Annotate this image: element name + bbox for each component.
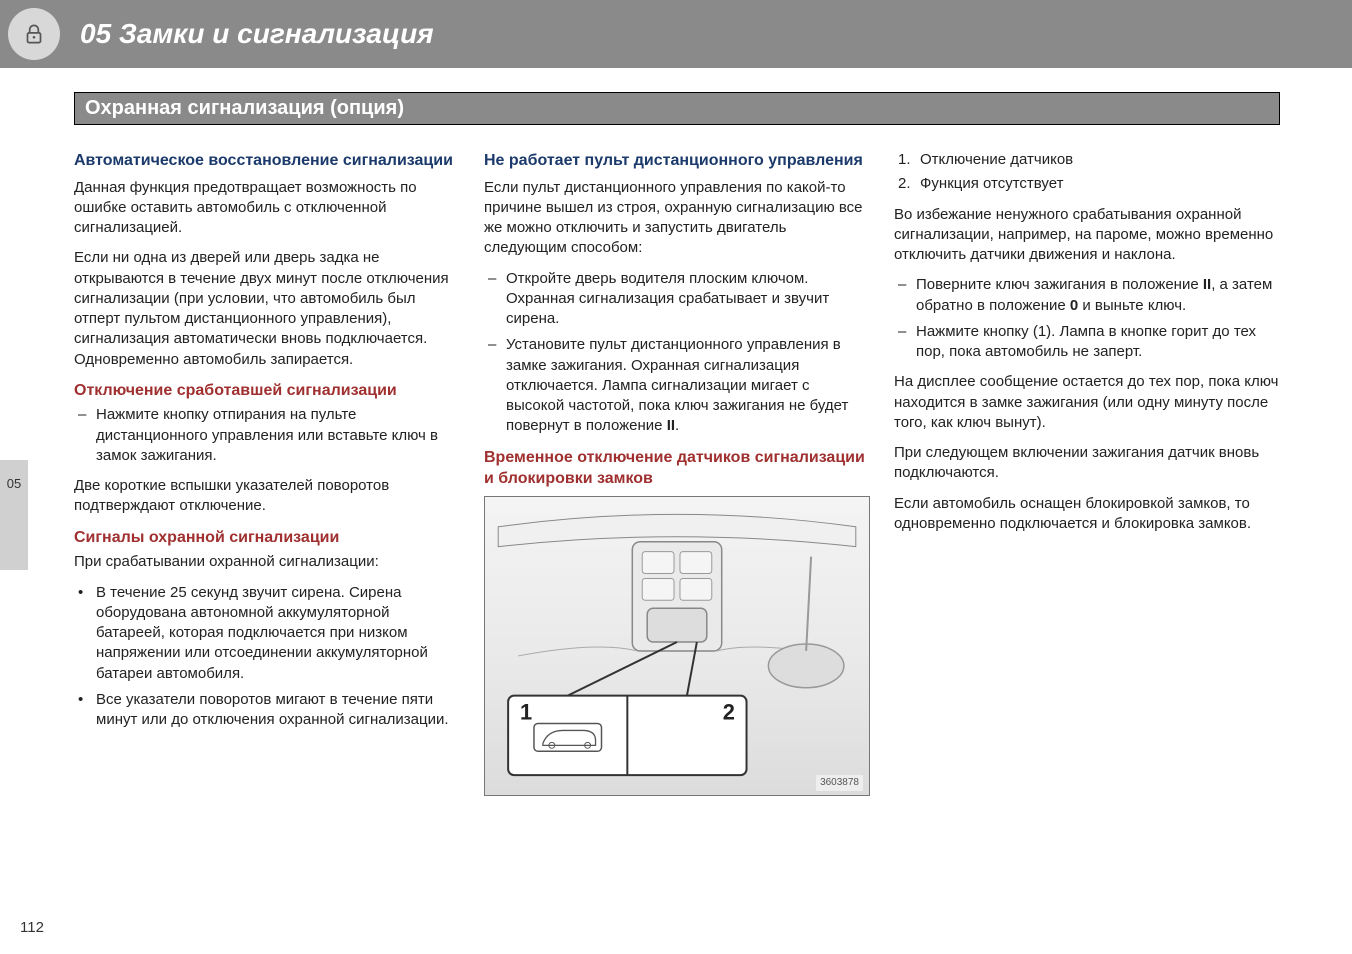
- dash-list: Нажмите кнопку отпирания на пульте диста…: [74, 405, 460, 466]
- list-item: Откройте дверь водителя плоским ключом. …: [484, 269, 870, 330]
- paragraph: Данная функция предотвращает возмож­ност…: [74, 178, 460, 239]
- side-tab: 05: [0, 460, 28, 570]
- lock-icon: [8, 8, 60, 60]
- diagram-code: 3603878: [816, 775, 863, 791]
- heading-temp-disable-sensors: Временное отключение датчиков сигнализац…: [484, 447, 870, 490]
- text: Поверните ключ зажигания в положение: [916, 276, 1203, 293]
- list-item: Все указатели поворотов мигают в течение…: [74, 690, 460, 731]
- svg-text:1: 1: [520, 699, 532, 724]
- bold-position: 0: [1070, 297, 1078, 314]
- text: и выньте ключ.: [1078, 297, 1186, 314]
- overhead-console-diagram: 1 2 3603878: [484, 496, 870, 796]
- text: .: [675, 417, 679, 434]
- column-1: Автоматическое восстановление сигнализац…: [74, 150, 460, 894]
- paragraph: Если автомобиль оснащен блокировкой замк…: [894, 494, 1280, 535]
- list-item: Отключение датчиков: [894, 150, 1280, 170]
- paragraph: На дисплее сообщение остается до тех пор…: [894, 372, 1280, 433]
- heading-auto-restore: Автоматическое восстановление сигнализац…: [74, 150, 460, 172]
- page-number: 112: [20, 919, 44, 936]
- heading-disable-triggered: Отключение сработавшей сигнализации: [74, 380, 460, 402]
- paragraph: Две короткие вспышки указателей поворото…: [74, 476, 460, 517]
- paragraph: Если ни одна из дверей или дверь задка н…: [74, 248, 460, 370]
- bold-position: II: [1203, 276, 1211, 293]
- content-columns: Автоматическое восстановление сигнализац…: [74, 150, 1280, 894]
- section-title-bar: Охранная сигнализация (опция): [74, 92, 1280, 125]
- bullet-list: В течение 25 секунд звучит сирена. Сирен…: [74, 583, 460, 731]
- list-item: Установите пульт дистанционного управлен…: [484, 335, 870, 436]
- chapter-header: 05 Замки и сигнализация: [0, 0, 1352, 68]
- bold-position: II: [667, 417, 675, 434]
- paragraph: Во избежание ненужного срабатывания охра…: [894, 205, 1280, 266]
- list-item: Поверните ключ зажигания в положение II,…: [894, 275, 1280, 316]
- numbered-list: Отключение датчиков Функция отсутствует: [894, 150, 1280, 195]
- heading-alarm-signals: Сигналы охранной сигнализации: [74, 527, 460, 549]
- list-item: В течение 25 секунд звучит сирена. Сирен…: [74, 583, 460, 684]
- column-2: Не работает пульт дистанционного управле…: [484, 150, 870, 894]
- dash-list: Откройте дверь водителя плоским ключом. …: [484, 269, 870, 437]
- dash-list: Поверните ключ зажигания в положение II,…: [894, 275, 1280, 362]
- paragraph: Если пульт дистанционного управления по …: [484, 178, 870, 259]
- svg-text:2: 2: [723, 699, 735, 724]
- paragraph: При срабатывании охранной сигнализации:: [74, 552, 460, 572]
- list-item: Нажмите кнопку отпирания на пульте диста…: [74, 405, 460, 466]
- paragraph: При следующем включении зажигания датчик…: [894, 443, 1280, 484]
- section-title: Охранная сигнализация (опция): [85, 97, 404, 119]
- heading-remote-not-working: Не работает пульт дистанционного управле…: [484, 150, 870, 172]
- list-item: Функция отсутствует: [894, 174, 1280, 194]
- chapter-title: 05 Замки и сигнализация: [80, 18, 434, 50]
- column-3: Отключение датчиков Функция отсутствует …: [894, 150, 1280, 894]
- list-item: Нажмите кнопку (1). Лампа в кнопке горит…: [894, 322, 1280, 363]
